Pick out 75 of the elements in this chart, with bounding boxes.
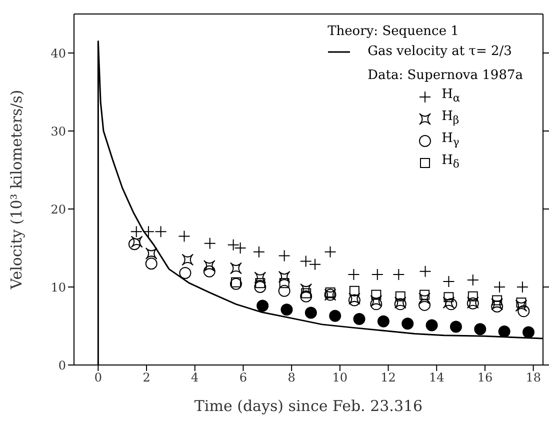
point	[522, 326, 534, 338]
point	[474, 323, 486, 336]
point	[301, 288, 312, 298]
y-tick-label: 20	[50, 202, 66, 216]
y-tick-label: 30	[50, 124, 66, 138]
point	[418, 298, 431, 311]
point	[498, 325, 510, 338]
point	[182, 254, 194, 266]
annotation: Theory: Sequence 1	[328, 23, 460, 41]
point	[468, 291, 478, 302]
point	[128, 238, 140, 250]
legend-label: H$_{γ}$	[442, 130, 460, 151]
point	[420, 290, 430, 300]
x-tick-label: 14	[428, 370, 445, 385]
point	[230, 278, 242, 290]
point	[300, 290, 312, 302]
x-tick-label: 12	[380, 370, 396, 385]
point	[491, 298, 504, 310]
point	[179, 266, 192, 279]
point	[254, 272, 266, 284]
point	[278, 284, 290, 297]
x-tick-label: 4	[191, 370, 200, 385]
x-axis-title: Time (days) since Feb. 23.316	[194, 397, 423, 415]
x-tick-label: 8	[288, 370, 296, 385]
point	[370, 298, 382, 310]
point	[444, 292, 454, 302]
point	[370, 295, 382, 308]
point	[278, 270, 290, 283]
point	[256, 300, 269, 312]
point	[300, 283, 312, 296]
point	[325, 287, 336, 298]
point	[491, 300, 504, 312]
point	[230, 277, 241, 288]
point	[518, 305, 530, 318]
y-tick-label: 0	[58, 358, 66, 372]
x-tick-label: 10	[332, 370, 348, 385]
legend-label: H$_{α}$	[442, 86, 460, 107]
legend-label: Gas velocity at τ= 2/3	[368, 43, 512, 61]
point	[329, 310, 342, 322]
x-tick-label: 18	[526, 370, 541, 385]
y-tick-label: 10	[50, 280, 66, 294]
point	[145, 247, 158, 260]
point	[353, 312, 366, 325]
x-tick-label: 2	[142, 370, 150, 385]
point	[255, 278, 266, 288]
annotation: Data: Supernova 1987a	[368, 67, 523, 85]
point	[418, 292, 431, 305]
point	[450, 320, 462, 333]
point	[515, 300, 528, 312]
point	[445, 298, 458, 310]
legend-label: H$_{δ}$	[442, 152, 460, 173]
point	[230, 262, 242, 274]
point	[516, 298, 526, 308]
point	[395, 291, 406, 302]
point	[402, 318, 414, 330]
x-tick-label: 0	[94, 370, 102, 385]
x-tick-label: 16	[477, 370, 493, 385]
point	[492, 295, 502, 306]
y-axis-title: Velocity (10³ kilometers/s)	[7, 90, 26, 290]
point	[442, 296, 455, 309]
point	[130, 236, 143, 248]
point	[349, 286, 360, 296]
point	[203, 265, 216, 278]
point	[203, 260, 216, 272]
y-tick-label: 40	[50, 46, 66, 60]
point	[254, 281, 266, 293]
point	[426, 319, 438, 332]
legend-label: H$_{β}$	[442, 108, 460, 129]
x-tick-label: 6	[239, 370, 248, 385]
point	[304, 306, 317, 319]
point	[377, 315, 390, 328]
point	[280, 304, 293, 316]
point	[371, 290, 382, 300]
point	[145, 258, 158, 270]
point	[279, 278, 290, 288]
